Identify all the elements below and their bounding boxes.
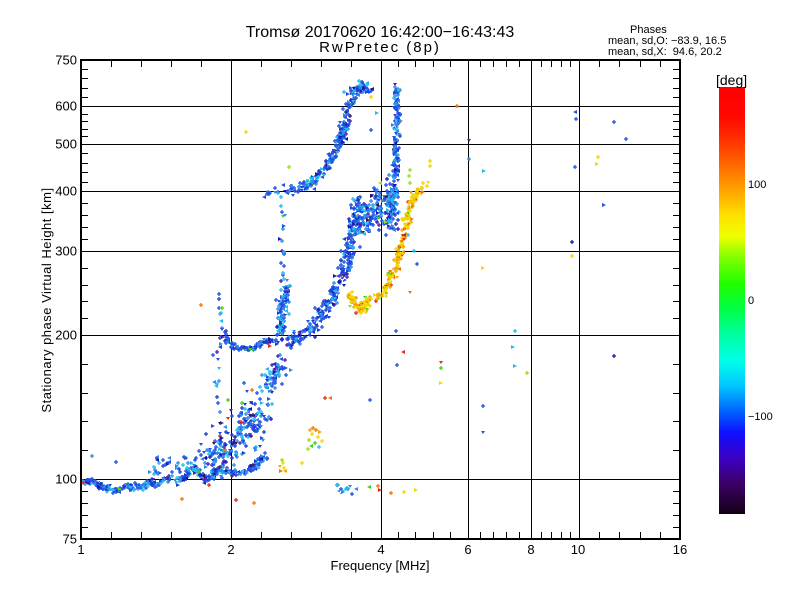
svg-text:6: 6 — [464, 542, 471, 557]
svg-text:500: 500 — [55, 137, 77, 152]
svg-text:4: 4 — [377, 542, 384, 557]
svg-text:16: 16 — [673, 542, 687, 557]
svg-text:Phases: Phases — [630, 24, 667, 36]
svg-text:600: 600 — [55, 99, 77, 114]
svg-text:RwPretec (8p): RwPretec (8p) — [319, 39, 441, 56]
svg-text:2: 2 — [227, 542, 234, 557]
svg-text:10: 10 — [571, 542, 585, 557]
svg-text:1: 1 — [77, 542, 84, 557]
svg-text:[deg]: [deg] — [716, 72, 747, 88]
svg-text:300: 300 — [55, 244, 77, 259]
svg-text:mean, sd,O: −83.9, 16.5: mean, sd,O: −83.9, 16.5 — [608, 35, 726, 47]
svg-text:75: 75 — [63, 532, 77, 547]
svg-text:mean, sd,X: 94.6, 20.2: mean, sd,X: 94.6, 20.2 — [608, 46, 722, 58]
svg-text:Frequency [MHz]: Frequency [MHz] — [331, 558, 430, 573]
svg-text:750: 750 — [55, 53, 77, 68]
svg-text:100: 100 — [748, 179, 766, 191]
svg-text:200: 200 — [55, 328, 77, 343]
svg-text:Stationary phase Virtual Heigh: Stationary phase Virtual Height [km] — [39, 187, 54, 412]
svg-text:100: 100 — [55, 472, 77, 487]
svg-text:0: 0 — [748, 295, 754, 307]
svg-text:−100: −100 — [748, 411, 773, 423]
svg-text:400: 400 — [55, 184, 77, 199]
svg-text:Tromsø 20170620 16:42:00−16:43: Tromsø 20170620 16:42:00−16:43:43 — [246, 24, 515, 41]
svg-text:8: 8 — [527, 542, 534, 557]
